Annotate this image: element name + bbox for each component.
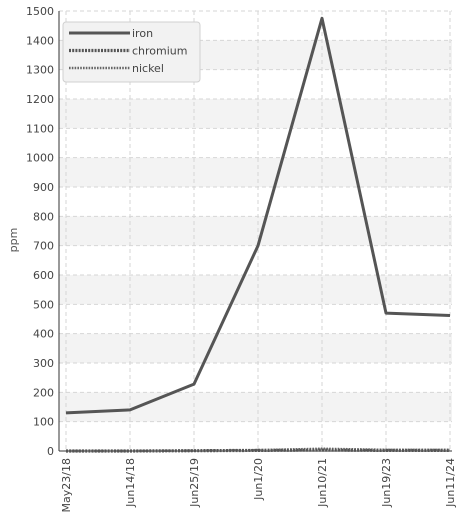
grid-band bbox=[59, 392, 452, 422]
y-tick-label: 1000 bbox=[26, 152, 54, 165]
y-tick-label: 600 bbox=[33, 269, 54, 282]
x-tick-label: Jun10/21 bbox=[316, 458, 329, 508]
y-tick-label: 200 bbox=[33, 386, 54, 399]
y-tick-label: 0 bbox=[47, 445, 54, 458]
y-tick-label: 100 bbox=[33, 416, 54, 429]
grid-band bbox=[59, 99, 452, 129]
y-tick-label: 500 bbox=[33, 298, 54, 311]
x-tick-label: May23/18 bbox=[60, 458, 73, 512]
legend-label-nickel: nickel bbox=[132, 62, 164, 75]
y-tick-label: 1200 bbox=[26, 93, 54, 106]
y-tick-label: 1500 bbox=[26, 5, 54, 18]
series-line-chromium bbox=[66, 448, 450, 453]
y-tick-labels: 0 100 200 300 400 500 600 700 800 900 1000 1100 1200… bbox=[26, 5, 54, 458]
y-tick-label: 1400 bbox=[26, 34, 54, 47]
grid-band bbox=[59, 216, 452, 246]
x-tick-label: Jun19/23 bbox=[380, 458, 393, 508]
series-line-iron bbox=[65, 16, 451, 415]
legend-label-chromium: chromium bbox=[132, 45, 188, 58]
x-tick-label: Jun25/19 bbox=[188, 458, 201, 508]
y-tick-label: 900 bbox=[33, 181, 54, 194]
legend-label-iron: iron bbox=[132, 27, 153, 40]
y-tick-label: 300 bbox=[33, 357, 54, 370]
grid-band bbox=[59, 275, 452, 305]
x-tick-label: Jun14/18 bbox=[124, 458, 137, 508]
y-tick-label: 800 bbox=[33, 210, 54, 223]
grid-band bbox=[59, 157, 452, 187]
y-tick-label: 400 bbox=[33, 328, 54, 341]
legend: iron chromium nickel bbox=[62, 21, 201, 83]
y-tick-label: 1300 bbox=[26, 64, 54, 77]
y-tick-label: 700 bbox=[33, 240, 54, 253]
x-tick-labels: May23/18 Jun14/18 Jun25/19 Jun1/20 Jun10/21 J… bbox=[60, 458, 457, 512]
grid-band bbox=[59, 333, 452, 363]
x-tick-label: Jun1/20 bbox=[252, 458, 265, 501]
x-tick-label: Jun11/24 bbox=[444, 458, 457, 508]
series-lines bbox=[65, 16, 451, 453]
plot-bands bbox=[59, 40, 452, 422]
y-tick-label: 1100 bbox=[26, 122, 54, 135]
y-axis-label: ppm bbox=[7, 228, 20, 253]
